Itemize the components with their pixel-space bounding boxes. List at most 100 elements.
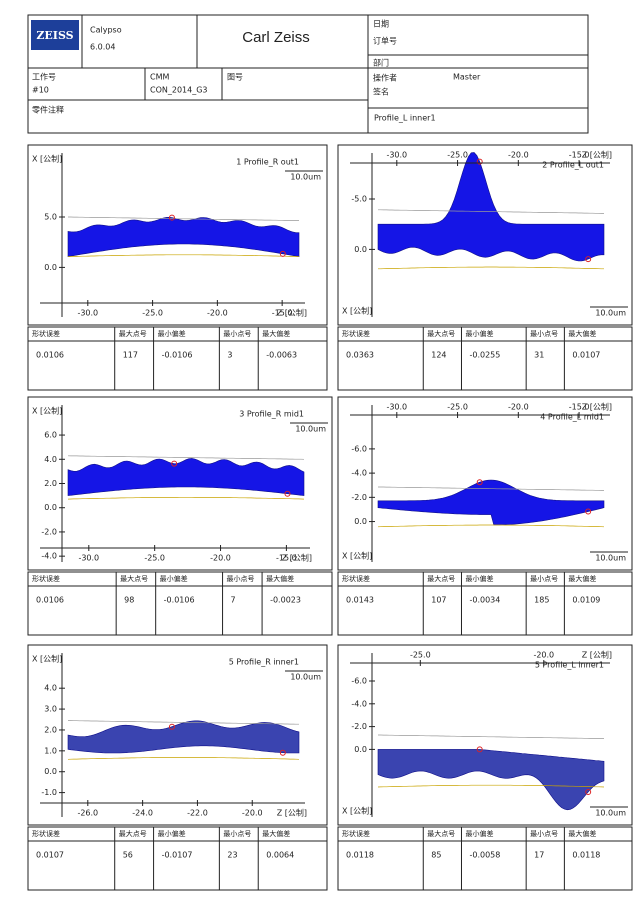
extreme-point [168,214,175,221]
chart-frame [337,396,633,571]
profile-title: 3 Profile_R mid1 [239,410,304,419]
extreme-point [279,250,286,257]
stat-label: 最大偏差 [262,329,290,338]
stat-value: 0.0118 [346,851,374,860]
y-axis-label: X [公制] [342,551,372,561]
y-tick-label: 4.0 [44,684,57,693]
profile-title: 4 Profile_L mid1 [540,413,604,422]
stat-value: 107 [431,596,446,605]
profile-title: 2 Profile_L out1 [542,161,604,170]
stats-frame [337,826,633,891]
y-tick-label: 4.0 [44,455,57,464]
tolerance-line [67,254,300,257]
x-tick-label: -15.0 [569,151,590,160]
x-axis-label: Z [公制] [282,553,312,563]
stat-value: 0.0363 [346,351,374,360]
x-tick-label: -20.0 [508,151,529,160]
stat-value: -0.0255 [469,351,500,360]
profile-panel: 5.0 0.0 -30.0 -25.0 -20.0 -15.0 X [公制] Z [公制] 1 … [27,144,328,391]
stat-label: 最小点号 [223,829,251,838]
logo: ZEISS [36,29,73,42]
extreme-point [171,460,178,467]
x-tick-label: -26.0 [77,809,98,818]
x-axis-label: Z [公制] [582,650,612,660]
stat-label: 最大偏差 [568,329,596,338]
extreme-point [279,749,286,756]
chart-frame [27,644,328,826]
extreme-point [476,746,483,753]
y-tick-label: -1.0 [41,788,57,797]
x-tick-label: -30.0 [386,151,407,160]
y-tick-label: 0.0 [354,745,367,754]
scale-label: 10.0um [595,309,626,318]
profile-band [377,749,605,811]
stat-label: 形状误差 [342,329,370,338]
stat-label: 最小偏差 [158,829,186,838]
tolerance-line [67,455,305,460]
profile-panel: 6.0 4.0 2.0 0.0 -2.0 -4.0 -30.0 -25.0 -20.0 -15.0… [27,396,333,636]
job: #10 [32,86,49,95]
stat-value: 0.0118 [572,851,600,860]
stats-frame [27,326,328,391]
x-tick-label: -24.0 [132,809,153,818]
tolerance-line [68,720,299,725]
stat-value: -0.0106 [164,596,195,605]
profile-band [377,479,605,526]
x-tick-label: -30.0 [78,554,99,563]
profile-band [67,458,305,496]
tolerance-line [377,524,605,528]
stat-value: 3 [227,351,232,360]
label: 日期 [373,20,389,29]
logo-box [31,20,79,50]
profile-band [67,720,300,754]
stat-value: -0.0106 [162,351,193,360]
y-tick-label: -5.0 [351,195,367,204]
stat-value: -0.0034 [469,596,500,605]
label: CMM [150,73,169,82]
y-tick-label: -2.0 [351,722,367,731]
stat-label: 最小点号 [227,574,255,583]
y-tick-label: 3.0 [44,705,57,714]
label: 零件注释 [32,105,64,115]
stat-value: 117 [123,351,138,360]
scale-label: 10.0um [595,554,626,563]
stat-label: 最小点号 [530,329,558,338]
stat-label: 最大点号 [427,829,455,838]
y-tick-label: 2.0 [44,479,57,488]
stats-frame [27,571,333,636]
stat-value: 0.0107 [36,851,64,860]
stats-frame [27,826,328,891]
y-tick-label: 0.0 [44,263,57,272]
x-tick-label: -15.0 [569,403,590,412]
label: 操作者 [373,73,397,83]
extreme-point [284,490,291,497]
x-tick-label: -15.0 [272,309,293,318]
software: Calypso [90,26,122,35]
tolerance-line [378,486,604,491]
y-tick-label: 1.0 [44,746,57,755]
profile-band [377,152,605,262]
stat-value: 85 [431,851,441,860]
profile-panel: 4.0 3.0 2.0 1.0 0.0 -1.0 -26.0 -24.0 -22.0 -20.0 X… [27,644,328,891]
extreme-point [585,788,592,795]
chart-frame [27,144,328,326]
operator: Master [453,73,481,82]
header: ZEISS Calypso 6.0.04 Carl Zeiss 日期 订单号 部… [27,14,589,134]
y-tick-label: 0.0 [354,245,367,254]
x-tick-label: -25.0 [447,151,468,160]
stat-value: 0.0106 [36,351,64,360]
scale-label: 10.0um [295,425,326,434]
plan: Profile_L inner1 [374,114,436,123]
tolerance-line [378,209,604,214]
y-tick-label: 2.0 [44,725,57,734]
x-tick-label: -25.0 [410,651,431,660]
y-axis-label: X [公制] [342,306,372,316]
y-tick-label: 0.0 [44,767,57,776]
x-tick-label: -25.0 [447,403,468,412]
x-tick-label: -20.0 [210,554,231,563]
tolerance-line [378,266,604,270]
y-axis-label: X [公制] [32,406,62,416]
label: 图号 [227,73,243,82]
